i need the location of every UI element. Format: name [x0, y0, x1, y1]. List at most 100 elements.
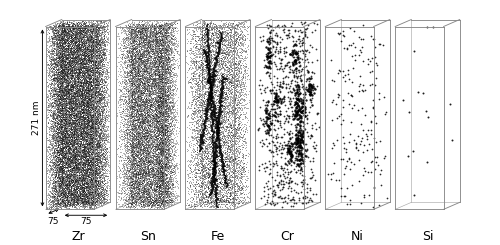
Point: [66, 94, 74, 98]
Point: [62, 190, 70, 194]
Point: [188, 162, 196, 166]
Point: [158, 150, 166, 154]
Point: [298, 167, 306, 171]
Point: [72, 43, 80, 47]
Point: [130, 74, 138, 78]
Point: [136, 132, 143, 136]
Point: [195, 75, 203, 79]
Point: [49, 201, 57, 205]
Point: [184, 49, 192, 53]
Point: [80, 192, 88, 196]
Point: [84, 197, 92, 201]
Point: [60, 63, 68, 67]
Point: [58, 22, 66, 25]
Point: [149, 161, 157, 165]
Point: [130, 132, 138, 136]
Point: [162, 52, 170, 56]
Point: [156, 60, 164, 64]
Point: [130, 191, 138, 195]
Point: [165, 60, 173, 64]
Point: [57, 179, 65, 183]
Point: [78, 124, 86, 128]
Point: [220, 47, 228, 51]
Point: [73, 178, 81, 182]
Point: [266, 89, 274, 93]
Point: [147, 66, 155, 70]
Point: [154, 40, 162, 44]
Point: [297, 119, 305, 122]
Point: [120, 204, 128, 208]
Point: [58, 108, 66, 112]
Point: [148, 165, 156, 169]
Point: [242, 48, 250, 52]
Point: [66, 24, 74, 28]
Point: [92, 47, 100, 51]
Point: [76, 191, 84, 195]
Point: [128, 61, 136, 65]
Point: [70, 195, 78, 199]
Point: [301, 196, 309, 200]
Point: [152, 152, 160, 156]
Point: [83, 196, 91, 200]
Point: [78, 133, 86, 137]
Point: [216, 48, 224, 52]
Point: [146, 31, 154, 35]
Point: [146, 72, 154, 75]
Point: [130, 98, 138, 101]
Point: [140, 184, 148, 187]
Point: [190, 147, 198, 151]
Point: [149, 47, 157, 51]
Point: [48, 26, 56, 30]
Point: [153, 156, 161, 160]
Point: [76, 104, 84, 108]
Point: [85, 185, 93, 189]
Point: [155, 55, 163, 59]
Point: [64, 47, 72, 51]
Point: [147, 49, 155, 53]
Point: [223, 179, 231, 183]
Point: [344, 68, 352, 72]
Point: [200, 122, 208, 125]
Point: [126, 95, 134, 99]
Point: [67, 125, 75, 129]
Point: [164, 54, 172, 58]
Point: [227, 145, 235, 149]
Point: [295, 108, 303, 112]
Point: [126, 83, 134, 87]
Point: [92, 133, 100, 136]
Point: [54, 162, 62, 166]
Point: [216, 157, 224, 161]
Point: [79, 154, 87, 158]
Point: [53, 74, 61, 77]
Point: [155, 126, 163, 130]
Point: [90, 136, 98, 140]
Point: [199, 43, 207, 47]
Point: [89, 132, 97, 136]
Point: [94, 66, 102, 70]
Point: [142, 115, 150, 119]
Point: [128, 94, 136, 98]
Point: [90, 181, 98, 184]
Point: [233, 136, 241, 140]
Point: [97, 45, 105, 49]
Point: [72, 46, 80, 50]
Point: [64, 69, 72, 73]
Point: [154, 128, 162, 132]
Point: [155, 44, 163, 48]
Point: [158, 173, 166, 177]
Point: [66, 82, 74, 86]
Point: [60, 183, 68, 187]
Point: [86, 142, 94, 146]
Point: [141, 172, 149, 175]
Point: [94, 23, 102, 27]
Point: [82, 139, 90, 143]
Point: [78, 100, 86, 104]
Point: [168, 123, 175, 127]
Point: [57, 205, 65, 208]
Point: [94, 166, 102, 170]
Point: [220, 116, 228, 120]
Point: [102, 198, 110, 202]
Point: [232, 97, 240, 100]
Point: [214, 105, 222, 109]
Point: [80, 110, 88, 114]
